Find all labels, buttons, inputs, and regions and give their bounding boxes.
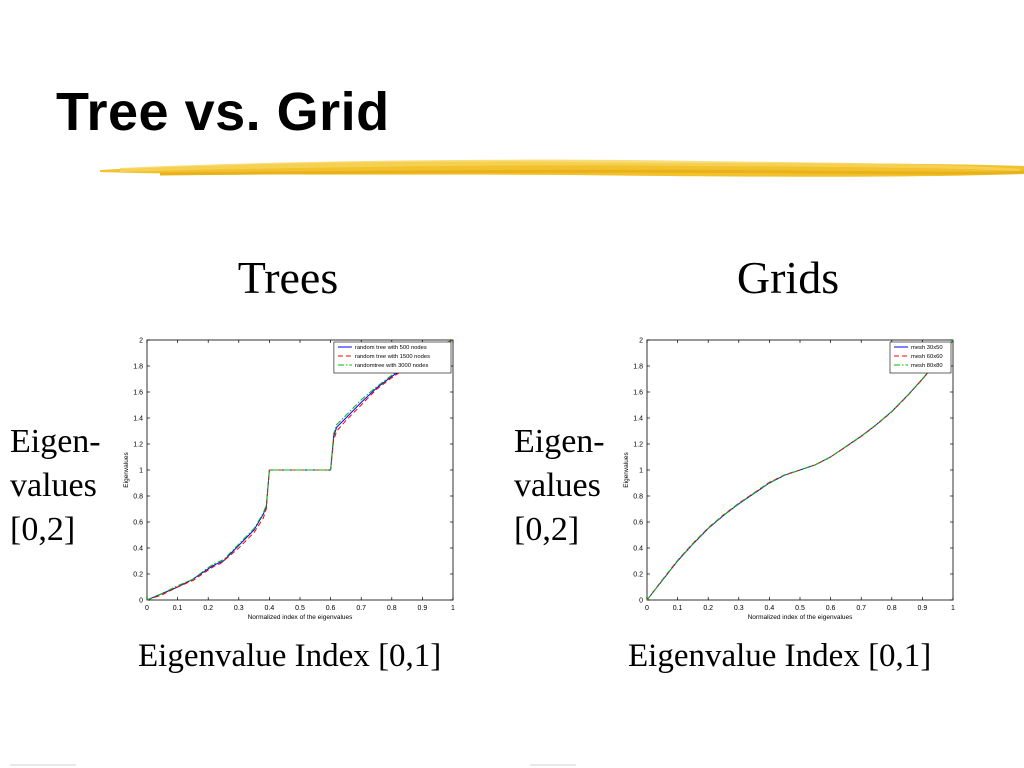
ylabel-line: Eigen- (10, 423, 101, 460)
x-tick-label: 0 (645, 605, 649, 612)
ylabel-trees: Eigen- values [0,2] (10, 420, 101, 552)
title-underline-brush (100, 159, 1024, 177)
footer-rule-left (10, 764, 76, 766)
ylabel-line: values (514, 467, 601, 504)
y-tick-label: 0.4 (133, 546, 143, 553)
ylabel-line: Eigen- (514, 423, 605, 460)
x-tick-label: 0.5 (295, 605, 305, 612)
y-axis-label: Eigenvalues (623, 452, 630, 488)
x-tick-label: 0.6 (326, 605, 336, 612)
xcaption-grids: Eigenvalue Index [0,1] (628, 638, 932, 674)
x-tick-label: 0.9 (418, 605, 428, 612)
x-axis-label: Normalized index of the eigenvalues (748, 614, 854, 621)
y-tick-label: 1.4 (633, 416, 643, 423)
y-axis-label: Eigenvalues (123, 452, 130, 488)
x-tick-label: 0.4 (765, 605, 775, 612)
y-tick-label: 0 (139, 598, 143, 605)
y-tick-label: 0 (639, 598, 643, 605)
y-tick-label: 1.4 (133, 416, 143, 423)
legend-entry: mesh 80x80 (911, 363, 943, 369)
y-tick-label: 0.2 (133, 572, 143, 579)
x-tick-label: 0.7 (356, 605, 366, 612)
legend-entry: randomtree with 3000 nodes (355, 363, 429, 369)
y-tick-label: 1.2 (633, 442, 643, 449)
x-tick-label: 0.3 (734, 605, 744, 612)
y-tick-label: 1.8 (633, 364, 643, 371)
y-tick-label: 1.8 (133, 364, 143, 371)
footer-rule-right (530, 764, 576, 766)
x-tick-label: 0.3 (234, 605, 244, 612)
x-tick-label: 1 (951, 605, 955, 612)
panel-title-grids: Grids (736, 252, 840, 303)
y-tick-label: 1 (639, 468, 643, 475)
ylabel-line: [0,2] (10, 511, 76, 548)
ylabel-line: [0,2] (514, 511, 580, 548)
x-tick-label: 0.6 (826, 605, 836, 612)
xcaption-trees: Eigenvalue Index [0,1] (138, 638, 442, 674)
y-tick-label: 0.8 (133, 494, 143, 501)
x-tick-label: 0.8 (887, 605, 897, 612)
legend-entry: mesh 30x50 (911, 345, 943, 351)
legend-entry: random tree with 500 nodes (355, 345, 427, 351)
y-tick-label: 1 (139, 468, 143, 475)
x-tick-label: 0.8 (387, 605, 397, 612)
legend-entry: random tree with 1500 nodes (355, 354, 430, 360)
y-tick-label: 2 (139, 338, 143, 345)
series-line-3 (146, 339, 454, 601)
series-line-3 (646, 339, 954, 601)
y-tick-label: 0.2 (633, 572, 643, 579)
y-tick-label: 0.8 (633, 494, 643, 501)
trees-eigenvalue-chart: 0 0.2 0.4 0.6 0.8 1 1.2 1.4 1.6 1.8 2 0 0.1 0.2 0.3 0.4… (123, 338, 455, 622)
ylabel-grids: Eigen- values [0,2] (514, 420, 605, 552)
y-tick-label: 1.2 (133, 442, 143, 449)
ylabel-line: values (10, 467, 97, 504)
x-tick-label: 1 (451, 605, 455, 612)
y-tick-label: 0.4 (633, 546, 643, 553)
panel-title-trees: Trees (237, 252, 339, 303)
legend-entry: mesh 60x60 (911, 354, 943, 360)
legend-box (333, 341, 452, 374)
y-tick-label: 1.6 (633, 390, 643, 397)
y-tick-label: 0.6 (133, 520, 143, 527)
x-tick-label: 0.2 (203, 605, 213, 612)
x-tick-label: 0.1 (173, 605, 183, 612)
grids-eigenvalue-chart: 0 0.2 0.4 0.6 0.8 1 1.2 1.4 1.6 1.8 2 0 0.1 0.2 0.3 0.4… (623, 338, 955, 622)
x-tick-label: 0 (145, 605, 149, 612)
x-tick-label: 0.4 (265, 605, 275, 612)
y-tick-label: 1.6 (133, 390, 143, 397)
x-axis-label: Normalized index of the eigenvalues (248, 614, 354, 621)
x-tick-label: 0.7 (856, 605, 866, 612)
x-tick-label: 0.9 (918, 605, 928, 612)
y-tick-label: 2 (639, 338, 643, 345)
x-tick-label: 0.2 (703, 605, 713, 612)
slide-title: Tree vs. Grid (56, 82, 390, 142)
y-tick-label: 0.6 (633, 520, 643, 527)
x-tick-label: 0.1 (673, 605, 683, 612)
x-tick-label: 0.5 (795, 605, 805, 612)
